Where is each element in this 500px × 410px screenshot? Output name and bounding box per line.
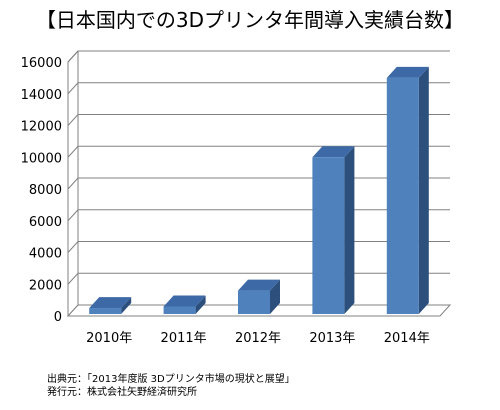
y-tick-label: 12000 xyxy=(21,120,62,135)
bar xyxy=(386,66,429,314)
x-tick-label: 2013年 xyxy=(309,331,355,346)
bar-side xyxy=(270,279,280,314)
source-note: 出典元：「2013年度版 3Dプリンタ市場の現状と展望」 発行元：株式会社矢野経… xyxy=(47,373,295,399)
bar-top xyxy=(238,279,280,291)
bar xyxy=(312,146,355,314)
y-tick-label: 6000 xyxy=(29,215,62,230)
bar-top xyxy=(386,66,429,78)
bar-side xyxy=(344,146,355,314)
bar xyxy=(163,295,206,314)
x-tick-label: 2011年 xyxy=(161,331,207,346)
bar xyxy=(89,297,132,314)
bar-front xyxy=(238,290,270,314)
bar-side xyxy=(195,295,206,314)
bar-side xyxy=(121,297,132,314)
bar xyxy=(238,279,280,314)
y-tick-label: 0 xyxy=(54,310,62,325)
bar-front xyxy=(386,77,419,314)
gridline xyxy=(67,114,450,126)
y-tick-label: 10000 xyxy=(21,151,62,166)
x-tick-label: 2010年 xyxy=(86,331,132,346)
bar-front xyxy=(89,308,122,314)
y-tick-label: 2000 xyxy=(29,278,62,293)
bar-front xyxy=(163,306,196,314)
bar-side xyxy=(418,66,429,314)
y-tick-label: 16000 xyxy=(21,56,62,71)
x-axis-ticks: 2010年 2011年 2012年 2013年 2014年 xyxy=(86,331,430,346)
y-tick-label: 14000 xyxy=(21,88,62,103)
y-axis-ticks: 0 2000 4000 6000 8000 10000 12000 14000 16000 xyxy=(21,56,62,325)
gridlines xyxy=(66,50,452,317)
bar-top xyxy=(312,146,355,158)
chart-title: 【日本国内での3Dプリンタ年間導入実績台数】 xyxy=(35,8,465,32)
y-tick-label: 4000 xyxy=(29,247,62,262)
bar-top xyxy=(163,295,206,307)
gridline xyxy=(67,82,450,95)
x-tick-label: 2012年 xyxy=(235,331,281,346)
y-tick-label: 8000 xyxy=(29,183,62,198)
gridline xyxy=(67,50,450,63)
source-publication: 出典元：「2013年度版 3Dプリンタ市場の現状と展望」 xyxy=(47,374,295,385)
source-publisher: 発行元：株式会社矢野経済研究所 xyxy=(47,387,197,398)
x-tick-label: 2014年 xyxy=(384,331,430,346)
bar-top xyxy=(89,297,132,309)
bars xyxy=(89,66,429,314)
bar-front xyxy=(312,157,345,314)
